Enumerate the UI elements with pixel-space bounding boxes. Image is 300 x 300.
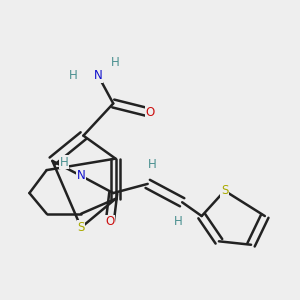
Text: H: H bbox=[174, 215, 183, 228]
Text: O: O bbox=[105, 215, 114, 228]
Text: N: N bbox=[77, 169, 85, 182]
Text: S: S bbox=[77, 221, 85, 234]
Text: O: O bbox=[146, 106, 154, 119]
Text: H: H bbox=[69, 69, 77, 82]
Text: H: H bbox=[59, 156, 68, 169]
Text: H: H bbox=[148, 158, 157, 171]
Text: H: H bbox=[111, 56, 120, 69]
Text: N: N bbox=[94, 69, 103, 82]
Text: S: S bbox=[221, 184, 228, 197]
